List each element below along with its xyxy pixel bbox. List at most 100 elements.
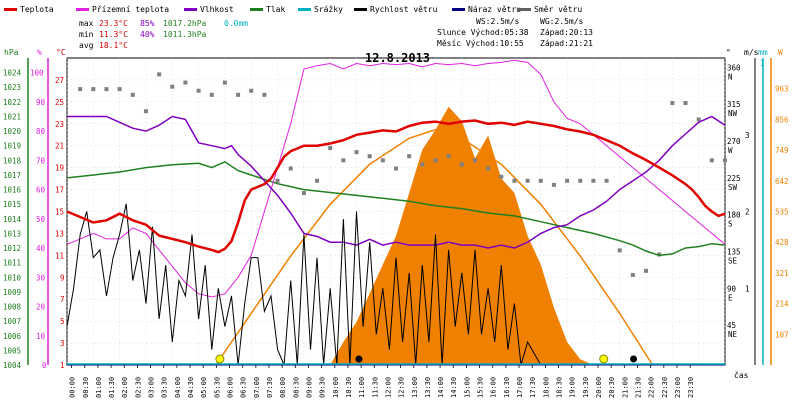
axis-pct-tick: 40	[36, 244, 46, 253]
axis-hpa-tick: 1010	[3, 273, 22, 282]
axis-hpa-tick: 1020	[3, 127, 22, 136]
x-tick-label: 15:00	[463, 377, 471, 398]
wind-dir-dot	[367, 154, 372, 159]
wind-dir-dot	[222, 80, 227, 85]
axis-temp-tick: 27	[55, 76, 64, 85]
legend-swatch-hum	[184, 8, 197, 11]
axis-pct-tick: 80	[36, 127, 46, 136]
axis-temp-tick: 23	[55, 120, 64, 129]
x-tick-label: 16:30	[503, 377, 511, 398]
x-tick-label: 15:30	[477, 377, 485, 398]
axis-wm2-tick: 107	[775, 330, 789, 339]
wind-dir-dot	[394, 166, 398, 171]
x-tick-label: 17:30	[529, 377, 537, 398]
x-tick-label: 07:00	[253, 377, 261, 398]
wind-dir-dot	[683, 101, 688, 106]
axis-dir-tick: 135	[727, 247, 741, 256]
x-tick-label: 14:00	[437, 377, 445, 398]
legend-label-dir: Směr větru	[534, 5, 582, 14]
axis-temp-tick: 5	[60, 317, 65, 326]
axis-hpa-tick: 1011	[3, 259, 21, 268]
axis-mm-label: mm	[758, 48, 768, 57]
legend-label-rain: Srážky	[314, 5, 343, 14]
stats-min-hum: 40%	[140, 30, 155, 39]
wind-dir-dot	[209, 92, 214, 97]
wind-dir-dot	[591, 178, 596, 183]
axis-hpa-tick: 1012	[3, 244, 21, 253]
legend-swatch-gust	[452, 8, 465, 11]
wind-dir-dot	[328, 146, 333, 151]
axis-hpa-tick: 1014	[3, 215, 22, 224]
x-tick-label: 18:30	[556, 377, 564, 398]
axis-temp-tick: 13	[55, 229, 64, 238]
axis-dir-name: SE	[728, 256, 738, 265]
x-tick-label: 18:00	[542, 377, 550, 398]
legend-label-wind: Rychlost větru	[370, 5, 438, 14]
axis-temp-label: °C	[56, 48, 66, 57]
wind-dir-dot	[446, 154, 451, 159]
series-humidity	[67, 115, 726, 249]
wind-dir-dot	[723, 158, 727, 163]
wind-dir-dot	[459, 162, 464, 167]
x-tick-label: 16:00	[490, 377, 498, 398]
series-wind-speed	[66, 203, 725, 366]
axis-ms-tick: 3	[745, 131, 750, 140]
axis-wm2-tick: 321	[775, 269, 789, 278]
x-tick-label: 09:00	[305, 377, 313, 398]
wind-dir-dot	[696, 117, 701, 122]
x-tick-label: 00:00	[69, 377, 77, 398]
axis-wm2-label: W	[778, 48, 783, 57]
axis-dir-tick: 315	[727, 100, 741, 109]
x-tick-label: 08:30	[292, 377, 300, 398]
axis-temp-tick: 9	[60, 273, 65, 282]
axis-hpa-tick: 1022	[3, 98, 21, 107]
axis-pct-tick: 100	[30, 69, 44, 78]
axis-wm2-tick: 856	[775, 115, 789, 124]
axis-pct-tick: 30	[36, 273, 46, 282]
x-tick-label: 10:30	[345, 377, 353, 398]
x-tick-label: 02:00	[121, 377, 129, 398]
wind-dir-dot	[170, 84, 175, 89]
axis-dir-name: E	[728, 293, 733, 302]
legend-swatch-dir	[518, 8, 531, 11]
wind-dir-dot	[407, 154, 412, 159]
series-pressure	[66, 160, 726, 257]
wind-dir-dot	[143, 109, 148, 114]
axis-ms-tick: 1	[745, 284, 750, 293]
wind-dir-dot	[657, 252, 662, 257]
axis-pct-tick: 70	[36, 156, 46, 165]
axis-temp-tick: 7	[60, 295, 65, 304]
stats-min-temp: 11.3°C	[99, 30, 128, 39]
info-ws: WS:2.5m/s	[476, 17, 520, 26]
axis-ms-tick: 2	[745, 208, 750, 217]
wind-dir-dot	[486, 166, 491, 171]
axis-wm2-tick: 642	[775, 177, 789, 186]
wind-dir-dot	[91, 87, 96, 92]
axis-dir-label: °	[726, 48, 731, 57]
axis-hpa-tick: 1013	[3, 229, 21, 238]
wind-dir-dot	[670, 101, 675, 106]
axis-hpa-tick: 1024	[3, 69, 22, 78]
x-tick-label: 13:00	[411, 377, 419, 398]
legend-label-gust: Náraz větru	[468, 5, 521, 14]
axis-dir-tick: 90	[727, 284, 737, 293]
wind-dir-dot	[157, 72, 162, 77]
axis-dir-name: NW	[728, 109, 738, 118]
wind-dir-dot	[262, 92, 267, 97]
x-tick-label: 17:00	[516, 377, 524, 398]
wind-dir-dot	[565, 178, 570, 183]
x-tick-label: 19:00	[569, 377, 577, 398]
axis-dir-name: SW	[728, 183, 738, 192]
wind-dir-dot	[604, 178, 609, 183]
x-tick-label: 20:30	[608, 377, 616, 398]
axis-pct-tick: 50	[36, 215, 46, 224]
wind-dir-dot	[380, 158, 385, 163]
wind-dir-dot	[433, 158, 438, 163]
axis-hpa-tick: 1017	[3, 171, 21, 180]
x-tick-label: 01:30	[108, 377, 116, 398]
x-tick-label: 04:30	[187, 377, 195, 398]
x-tick-label: 14:30	[450, 377, 458, 398]
axis-dir-tick: 45	[727, 321, 736, 330]
x-axis-label: čas	[734, 370, 749, 380]
sunrise-marker	[215, 354, 225, 364]
